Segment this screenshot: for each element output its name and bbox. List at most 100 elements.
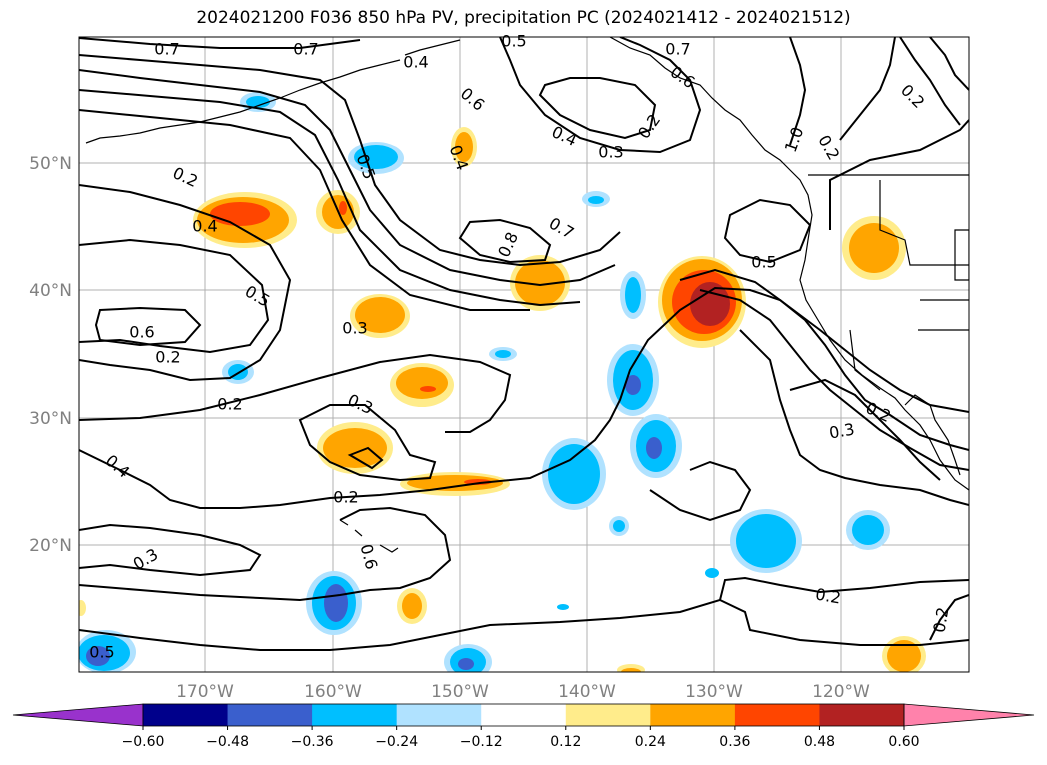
contour-label: 0.4 (403, 53, 428, 72)
lat-label: 50°N (29, 154, 72, 174)
contour-label: 0.4 (192, 217, 217, 236)
contour-line (79, 523, 262, 577)
contour-line (79, 69, 616, 287)
colorbar-segment (650, 704, 736, 726)
colorbar-tick-label: −0.24 (375, 734, 418, 750)
contour-label: 0.5 (751, 253, 776, 272)
state-border-1 (879, 180, 969, 266)
colorbar-tick-label: −0.48 (206, 734, 249, 750)
contour-line (94, 306, 202, 347)
lon-label: 130°W (685, 682, 743, 702)
contour-label: 0.2 (155, 348, 180, 367)
contour-label: 0.5 (501, 32, 526, 51)
contour-line (79, 184, 292, 382)
contour-label: 0.6 (129, 323, 154, 342)
alaska-coast (404, 39, 461, 56)
contour-label: 0.7 (665, 40, 690, 59)
colorbar-segment (565, 704, 651, 726)
pv-contours (79, 37, 969, 651)
colorbar-segment (312, 704, 398, 726)
contour-line (699, 289, 969, 471)
colorbar-tick-label: −0.36 (291, 734, 334, 750)
colorbar: −0.60 −0.48 −0.36 −0.24 −0.12 0.12 0.24 0.36 0.4… (12, 703, 1035, 750)
contour-line (899, 37, 961, 126)
colorbar-segment (227, 704, 313, 726)
contour-line (79, 89, 581, 307)
colorbar-tick-label: 0.48 (804, 734, 835, 750)
colorbar-tick-label: −0.60 (122, 734, 165, 750)
lon-label: 150°W (431, 682, 489, 702)
lon-label: 140°W (558, 682, 616, 702)
contour-line (347, 446, 384, 470)
map-frame (78, 36, 970, 673)
colorbar-ticks: −0.60 −0.48 −0.36 −0.24 −0.12 0.12 0.24 0.36 0.4… (122, 726, 920, 750)
contour-label: 0.2 (814, 584, 842, 607)
colorbar-tick-label: 0.36 (719, 734, 750, 750)
contour-label: 0.2 (929, 606, 952, 634)
hawaii-islands (339, 519, 399, 553)
colorbar-segment (734, 704, 820, 726)
contour-label: 0.3 (828, 419, 856, 442)
contour-line (839, 37, 896, 141)
contour-line (79, 576, 969, 651)
colorbar-segment (143, 704, 229, 726)
precip-negative-area (79, 92, 890, 672)
baja-california-coast (904, 394, 961, 476)
contour-line (719, 599, 969, 646)
contour-line (79, 109, 530, 311)
contour-line (789, 37, 807, 146)
contour-line (79, 37, 361, 49)
contour-label: 0.3 (342, 319, 367, 338)
contour-line (79, 506, 452, 602)
aleutian-islands (85, 59, 401, 144)
colorbar-tick-label: 0.60 (888, 734, 919, 750)
contour-label: 0.2 (217, 395, 242, 414)
colorbar-segment (819, 704, 905, 726)
contour-line (499, 37, 702, 154)
map-title: 2024021200 F036 850 hPa PV, precipitatio… (196, 8, 851, 28)
contour-line (723, 198, 812, 264)
contour-line (679, 268, 969, 451)
contour-label: 0.7 (293, 40, 318, 59)
lat-label: 30°N (29, 409, 72, 429)
longitude-labels: 170°W 160°W 150°W 140°W 130°W 120°W (176, 682, 870, 702)
colorbar-outline (142, 703, 905, 727)
lat-label: 20°N (29, 536, 72, 556)
contour-labels: 0.7 0.7 0.5 0.70.60.60.40.30.20.20.40.50.50… (89, 32, 952, 662)
contour-label: 0.3 (598, 143, 623, 162)
lat-label: 40°N (29, 281, 72, 301)
colorbar-segment (396, 704, 482, 726)
contour-label: 0.7 (154, 40, 179, 59)
lon-label: 170°W (176, 682, 234, 702)
latitude-labels: 50°N 40°N 30°N 20°N (29, 154, 72, 556)
contour-line (79, 353, 512, 433)
colorbar-segment (481, 704, 567, 726)
state-border-2 (918, 229, 969, 331)
contour-line (538, 77, 657, 140)
precip-positive-area (79, 127, 926, 672)
contour-line (458, 218, 552, 264)
precipitation-shading (79, 92, 926, 672)
contour-label: 0.2 (333, 488, 358, 507)
contour-line (789, 378, 941, 481)
contour-line (649, 460, 752, 522)
contour-line (298, 404, 437, 482)
lon-label: 160°W (304, 682, 362, 702)
contour-line (929, 594, 969, 641)
colorbar-tick-label: 0.24 (635, 734, 666, 750)
contour-line (929, 37, 969, 91)
california-border (849, 329, 881, 391)
contour-line (829, 119, 969, 230)
contour-line (79, 54, 621, 267)
colorbar-extend-max (903, 703, 1035, 727)
colorbar-extend-min (12, 703, 144, 727)
colorbar-tick-label: 0.12 (550, 734, 581, 750)
map-area (79, 37, 969, 672)
colorbar-tick-label: −0.12 (460, 734, 503, 750)
lon-label: 120°W (812, 682, 870, 702)
contour-label: 0.5 (89, 643, 114, 662)
contour-line (739, 329, 969, 506)
contour-line (79, 286, 969, 509)
colorbar-segments (12, 703, 1035, 727)
